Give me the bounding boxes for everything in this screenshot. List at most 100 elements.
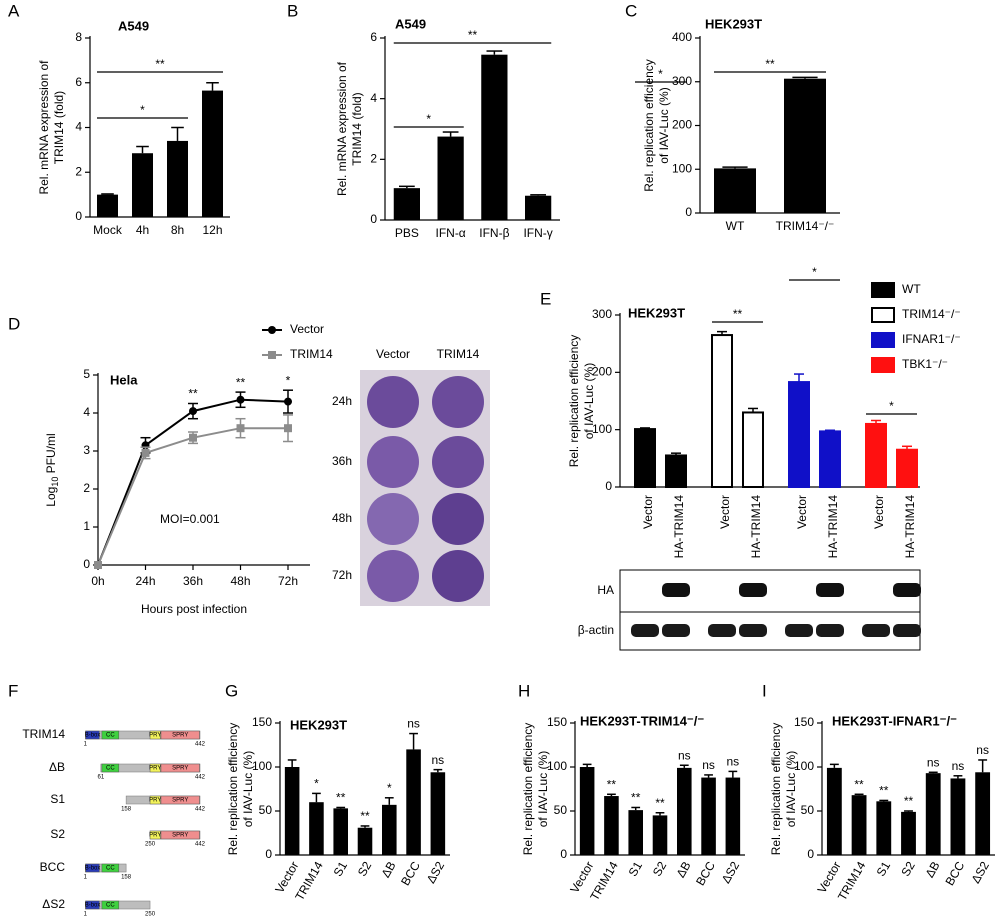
error-bar xyxy=(530,194,546,196)
marker xyxy=(236,424,245,433)
y-axis-label: Rel. replication efficiency xyxy=(567,335,581,468)
error-bar xyxy=(854,793,864,796)
bar xyxy=(865,422,887,488)
construct-end: 250 xyxy=(145,912,156,918)
domain xyxy=(101,763,120,773)
error-bar xyxy=(409,732,418,750)
x-tick-label: 4h xyxy=(136,223,149,237)
construct-label: BCC xyxy=(40,860,66,874)
significance-label: ns xyxy=(407,717,420,731)
y-axis-label: TRIM14 (fold) xyxy=(350,92,364,165)
bar xyxy=(333,808,348,855)
x-tick-label: ΔS2 xyxy=(424,859,448,886)
x-tick-label: HA-TRIM14 xyxy=(826,495,840,559)
x-tick-label: S1 xyxy=(874,859,894,879)
bar xyxy=(925,773,941,855)
x-tick-label: BCC xyxy=(398,859,423,888)
x-tick-label: HA-TRIM14 xyxy=(672,495,686,559)
error-bar xyxy=(360,825,370,828)
legend-swatch xyxy=(871,282,895,298)
construct-label: TRIM14 xyxy=(22,727,65,741)
plaque-well xyxy=(367,493,419,545)
significance-label: ns xyxy=(678,748,691,762)
x-tick-label: ΔS2 xyxy=(969,859,993,886)
significance-label: ** xyxy=(236,375,246,389)
blot-band xyxy=(662,624,690,637)
domain-label: CC xyxy=(106,903,115,909)
error-bar xyxy=(631,806,641,811)
domain xyxy=(149,763,161,773)
plaque-well xyxy=(367,376,419,428)
bar xyxy=(481,54,508,220)
bar xyxy=(826,767,842,855)
y-tick-label: 200 xyxy=(672,118,692,132)
y-axis-label: of IAV-Luc (%) xyxy=(241,751,255,827)
y-axis-label: Log10 PFU/ml xyxy=(44,433,60,506)
blot-band xyxy=(631,624,659,637)
bar xyxy=(950,778,966,855)
domain xyxy=(149,795,161,805)
significance-label: ns xyxy=(702,758,715,772)
y-tick-label: 2 xyxy=(83,481,90,495)
error-bar xyxy=(442,131,459,137)
x-tick-label: 36h xyxy=(183,574,203,588)
significance-label: ** xyxy=(631,791,641,805)
panel-letter: I xyxy=(762,681,767,700)
domain xyxy=(85,730,100,740)
bar xyxy=(901,811,916,855)
significance-label: ** xyxy=(188,387,198,401)
significance-label: ** xyxy=(904,794,914,808)
y-label-part: Log xyxy=(44,487,58,507)
construct-start: 250 xyxy=(145,842,156,848)
marker xyxy=(189,407,197,416)
marker xyxy=(94,561,102,569)
domain-label: SPRY xyxy=(172,833,188,839)
bar xyxy=(202,90,223,217)
domain-label: B-box xyxy=(85,733,101,739)
significance-label: ** xyxy=(854,777,864,791)
construct-end: 442 xyxy=(195,807,206,813)
x-tick-label: HA-TRIM14 xyxy=(903,495,917,559)
y-label-sub: 10 xyxy=(50,477,60,487)
significance-label: ** xyxy=(879,784,889,798)
blot-band xyxy=(893,583,921,597)
domain xyxy=(101,730,120,740)
domain-label: SPRY xyxy=(172,733,188,739)
marker xyxy=(189,433,197,442)
x-tick-label: WT xyxy=(726,219,745,233)
error-bar xyxy=(794,373,804,383)
construct-start: 1 xyxy=(84,875,88,881)
significance-label: * xyxy=(426,112,431,126)
y-tick-label: 150 xyxy=(547,715,567,729)
y-tick-label: 6 xyxy=(75,75,82,89)
x-tick-label: PBS xyxy=(395,226,419,240)
construct-start: 1 xyxy=(84,912,88,918)
x-tick-label: ΔS2 xyxy=(719,859,743,886)
error-bar xyxy=(728,770,738,778)
y-tick-label: 100 xyxy=(592,422,612,436)
significance-label: * xyxy=(812,265,817,279)
plaque-column-label: Vector xyxy=(376,347,410,361)
plaque-well xyxy=(432,550,484,602)
x-tick-label: BCC xyxy=(693,859,718,888)
x-tick-label: TRIM14⁻/⁻ xyxy=(776,219,835,233)
significance-label: ** xyxy=(765,57,775,71)
significance-label: ** xyxy=(360,809,370,823)
y-tick-label: 2 xyxy=(75,164,82,178)
bar xyxy=(711,334,733,489)
error-bar xyxy=(679,764,689,768)
x-tick-label: 12h xyxy=(202,223,222,237)
significance-label: * xyxy=(658,67,663,81)
blot-band xyxy=(739,583,767,597)
significance-label: ns xyxy=(976,743,989,757)
blot-band xyxy=(739,624,767,637)
bar xyxy=(725,777,741,855)
y-axis-label: Rel. mRNA expression of xyxy=(37,60,51,195)
x-tick-label: 24h xyxy=(135,574,155,588)
significance-label: ns xyxy=(952,759,965,773)
chart-title: A549 xyxy=(118,18,149,33)
plaque-column-label: TRIM14 xyxy=(437,347,480,361)
bar xyxy=(876,801,892,855)
marker xyxy=(141,448,150,457)
